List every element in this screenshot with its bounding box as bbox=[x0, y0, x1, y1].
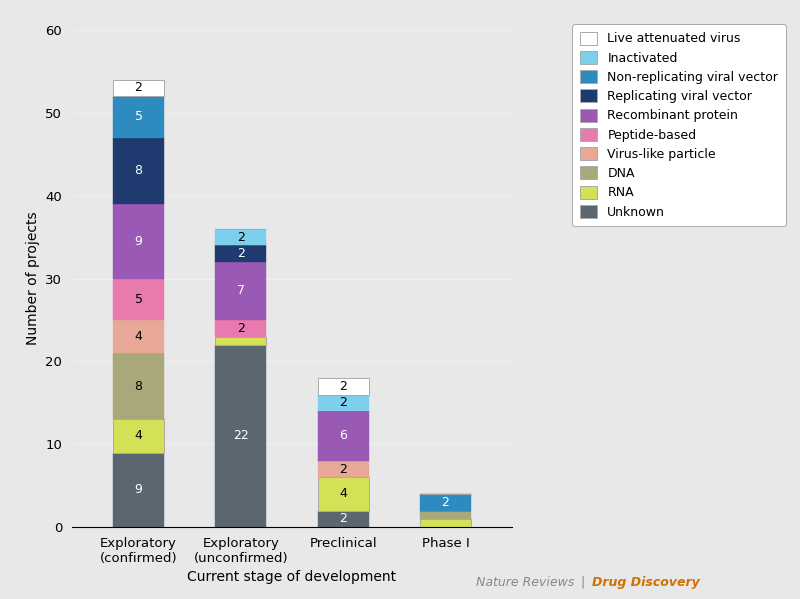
X-axis label: Current stage of development: Current stage of development bbox=[187, 570, 397, 585]
Text: 5: 5 bbox=[134, 110, 142, 123]
Bar bbox=[215, 337, 266, 345]
Legend: Live attenuated virus, Inactivated, Non-replicating viral vector, Replicating vi: Live attenuated virus, Inactivated, Non-… bbox=[572, 24, 786, 226]
Text: Drug Discovery: Drug Discovery bbox=[592, 576, 700, 589]
Text: 2: 2 bbox=[442, 496, 450, 509]
Bar bbox=[318, 411, 369, 461]
Bar bbox=[215, 229, 266, 246]
Bar bbox=[113, 320, 164, 353]
Bar bbox=[215, 262, 266, 320]
Text: 2: 2 bbox=[339, 397, 347, 409]
Text: 2: 2 bbox=[134, 81, 142, 95]
Text: 22: 22 bbox=[233, 429, 249, 443]
Bar bbox=[420, 494, 471, 510]
Text: 9: 9 bbox=[134, 483, 142, 497]
Text: 2: 2 bbox=[339, 462, 347, 476]
Text: Nature Reviews: Nature Reviews bbox=[476, 576, 574, 589]
Text: |: | bbox=[580, 576, 584, 589]
Text: 4: 4 bbox=[134, 330, 142, 343]
Text: 9: 9 bbox=[134, 235, 142, 248]
Bar bbox=[420, 510, 471, 519]
Bar bbox=[113, 204, 164, 279]
Bar bbox=[318, 378, 369, 395]
Bar bbox=[318, 477, 369, 510]
Text: 6: 6 bbox=[339, 429, 347, 443]
Bar bbox=[318, 461, 369, 477]
Text: 7: 7 bbox=[237, 285, 245, 298]
Text: 8: 8 bbox=[134, 164, 142, 177]
Bar bbox=[113, 353, 164, 419]
Text: 2: 2 bbox=[339, 380, 347, 393]
Bar bbox=[113, 96, 164, 138]
Text: 8: 8 bbox=[134, 380, 142, 393]
Text: 4: 4 bbox=[134, 429, 142, 443]
Bar bbox=[215, 345, 266, 527]
Bar bbox=[113, 279, 164, 320]
Text: 2: 2 bbox=[237, 231, 245, 244]
Bar bbox=[318, 395, 369, 411]
Bar bbox=[420, 519, 471, 527]
Text: 2: 2 bbox=[339, 512, 347, 525]
Bar bbox=[113, 453, 164, 527]
Y-axis label: Number of projects: Number of projects bbox=[26, 211, 40, 346]
Text: 2: 2 bbox=[237, 247, 245, 260]
Text: 2: 2 bbox=[237, 322, 245, 335]
Text: 5: 5 bbox=[134, 293, 142, 305]
Bar bbox=[113, 138, 164, 204]
Bar bbox=[215, 320, 266, 337]
Bar bbox=[113, 419, 164, 453]
Text: 4: 4 bbox=[339, 488, 347, 501]
Bar bbox=[113, 80, 164, 96]
Bar bbox=[318, 510, 369, 527]
Bar bbox=[215, 246, 266, 262]
